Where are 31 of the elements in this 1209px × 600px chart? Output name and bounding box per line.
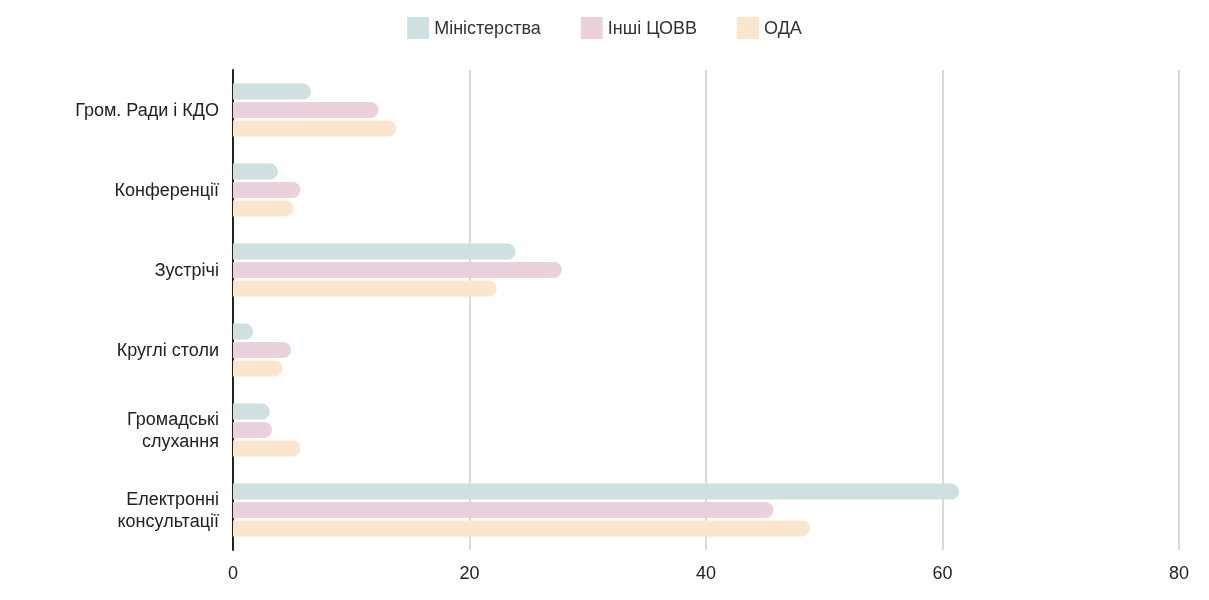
x-tick-label: 0 (227, 563, 239, 583)
x-tick-label: 60 (932, 563, 953, 583)
bar (233, 422, 273, 438)
legend-label: Інші ЦОВВ (607, 18, 698, 38)
legend-label: Міністерства (434, 18, 542, 38)
y-tick-label: Електронні консультації (117, 489, 219, 531)
bar (233, 403, 270, 420)
bar (233, 520, 811, 537)
bar (233, 502, 774, 518)
bar (233, 342, 291, 358)
bar (233, 262, 562, 278)
y-tick-label: Круглі столи (116, 340, 219, 360)
legend-label: ОДА (764, 18, 802, 38)
bar (233, 243, 516, 260)
bar (233, 83, 312, 100)
x-tick-label: 80 (1168, 563, 1190, 583)
bar (233, 200, 294, 217)
x-tick-label: 20 (459, 563, 480, 583)
bar (233, 360, 283, 377)
bar (233, 120, 397, 137)
x-tick-label: 40 (695, 563, 717, 583)
bar (233, 163, 278, 180)
y-tick-label: Конференції (114, 180, 219, 200)
y-tick-label: Зустрічі (154, 260, 219, 280)
y-tick-label: Гром. Ради і КДО (75, 100, 219, 120)
bar (233, 440, 301, 457)
bar (233, 483, 960, 500)
y-tick-label: Громадські слухання (127, 409, 219, 451)
bar (233, 182, 301, 198)
bar (233, 280, 497, 297)
bar (233, 102, 379, 118)
